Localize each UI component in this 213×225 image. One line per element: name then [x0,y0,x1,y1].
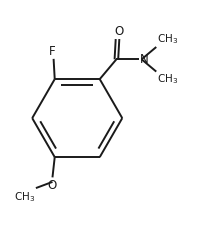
Text: CH$_3$: CH$_3$ [14,190,35,204]
Text: CH$_3$: CH$_3$ [157,72,178,86]
Text: F: F [49,45,56,58]
Text: O: O [114,25,123,38]
Text: O: O [48,178,57,191]
Text: N: N [140,53,149,66]
Text: CH$_3$: CH$_3$ [157,33,178,46]
